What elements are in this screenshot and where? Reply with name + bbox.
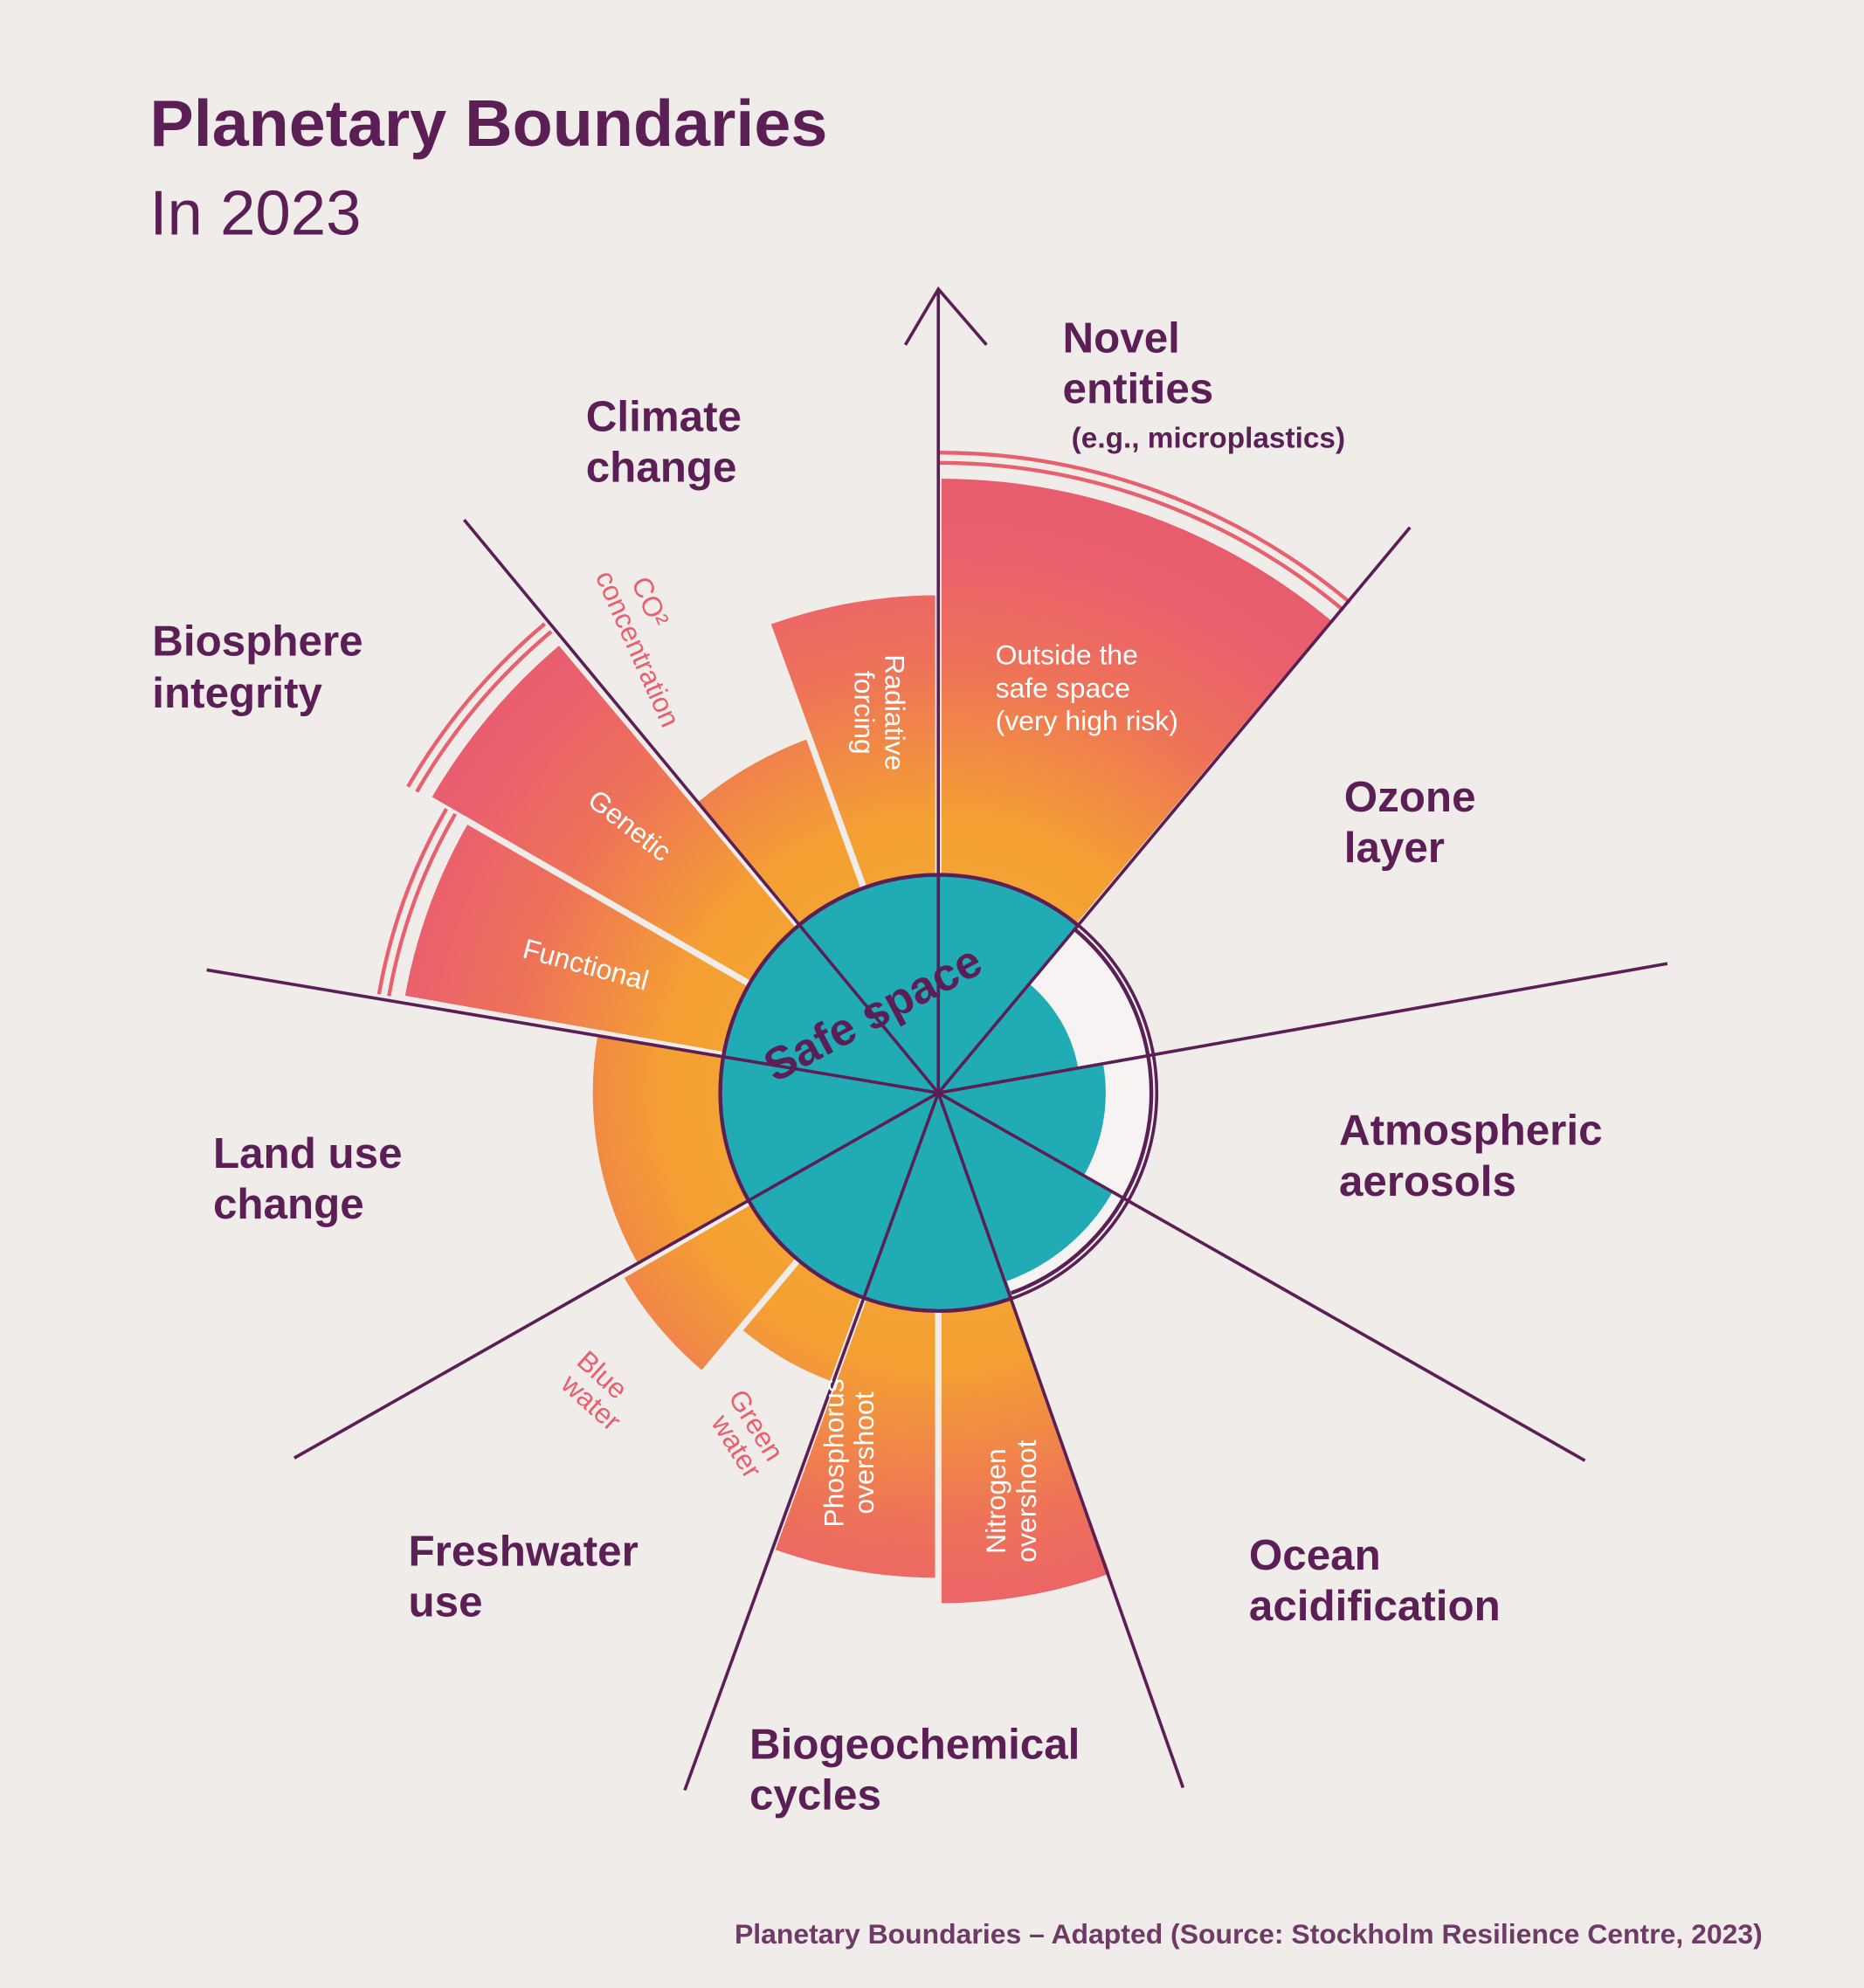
boundary-label: Climate bbox=[586, 393, 742, 441]
safe-wedge bbox=[938, 1093, 1112, 1281]
part-label: overshoot bbox=[1011, 1439, 1042, 1562]
divider bbox=[293, 1091, 940, 1460]
boundary-label: Novel bbox=[1063, 314, 1180, 362]
part-label: overshoot bbox=[848, 1391, 880, 1514]
zone-label: safe space bbox=[996, 672, 1130, 703]
risk-arc bbox=[387, 812, 458, 997]
risk-arc bbox=[938, 460, 1345, 612]
safe-wedge bbox=[938, 1063, 1106, 1177]
risk-arc bbox=[415, 630, 553, 793]
divider bbox=[937, 962, 1668, 1095]
zone-label: (very high risk) bbox=[996, 705, 1178, 736]
boundary-label: layer bbox=[1344, 824, 1445, 872]
part-label: Radiative bbox=[879, 654, 910, 770]
zone-label: Outside the bbox=[996, 639, 1138, 671]
part-label: Nitrogen bbox=[980, 1448, 1011, 1554]
boundary-label: change bbox=[586, 444, 737, 492]
subtitle: In 2023 bbox=[149, 178, 361, 249]
boundary-label: Land use bbox=[213, 1129, 403, 1177]
shapes bbox=[206, 286, 1668, 1791]
part-label: forcing bbox=[848, 671, 880, 755]
divider bbox=[937, 1091, 1586, 1462]
part-label: Phosphorus bbox=[818, 1378, 849, 1527]
boundary-label: Biosphere bbox=[152, 617, 362, 665]
risk-arc bbox=[376, 807, 448, 995]
boundary-label: Biogeochemical bbox=[749, 1720, 1080, 1768]
boundary-label: integrity bbox=[152, 669, 322, 717]
source: Planetary Boundaries – Adapted (Source: … bbox=[735, 1918, 1763, 1950]
boundary-label: Ocean bbox=[1249, 1531, 1381, 1579]
boundary-label: entities bbox=[1063, 365, 1214, 413]
boundary-label: acidification bbox=[1249, 1582, 1501, 1630]
boundary-circle bbox=[1010, 928, 1154, 1295]
arrow-head bbox=[903, 286, 988, 347]
divider bbox=[206, 968, 939, 1095]
boundary-label: use bbox=[409, 1578, 483, 1626]
boundary-note: (e.g., microplastics) bbox=[1072, 422, 1345, 454]
risk-arc bbox=[406, 622, 547, 788]
divider bbox=[462, 518, 940, 1094]
divider bbox=[936, 1092, 1185, 1789]
divider bbox=[683, 1092, 940, 1791]
safe-wedge bbox=[938, 984, 1079, 1094]
boundary-label: change bbox=[213, 1180, 364, 1228]
boundary-label: Ozone bbox=[1344, 773, 1476, 821]
boundary-label: Atmospheric bbox=[1339, 1107, 1603, 1155]
risk-arc bbox=[938, 451, 1351, 604]
title: Planetary Boundaries bbox=[149, 86, 827, 160]
boundary-label: Freshwater bbox=[409, 1528, 639, 1576]
divider bbox=[936, 526, 1412, 1094]
boundary-label: cycles bbox=[749, 1771, 881, 1819]
boundary-label: aerosols bbox=[1339, 1157, 1516, 1205]
